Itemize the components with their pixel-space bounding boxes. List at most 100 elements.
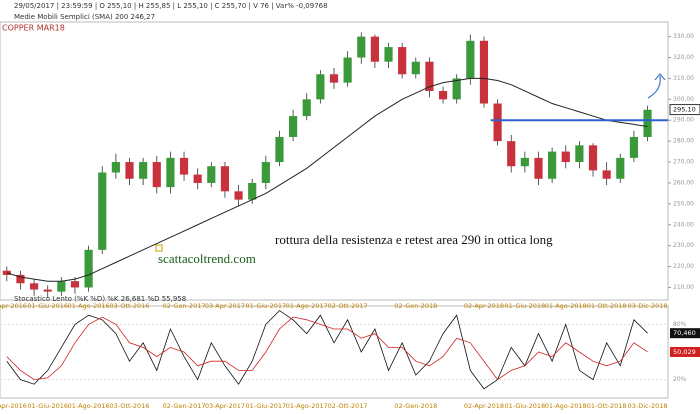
x-tick-label: 01-Apr-2016 [0,402,27,410]
candle-body [261,162,270,183]
y-tick-label: 260,00 [673,179,694,186]
x-tick-label: 01-Ago-2016 [68,302,110,310]
candle-body [179,157,189,175]
candle-body [316,74,325,100]
y-tick-label: 290,00 [673,117,694,124]
sma-line [6,77,648,282]
x-tick-label: 02-Gen-2018 [394,402,437,410]
candle-body [548,151,557,179]
stoch-legend: Stocastico Lento (%K %D) %K 26,681 %D 55… [14,295,186,303]
candle-body [16,274,25,284]
stoch-frame [0,305,669,399]
candle-body [139,162,148,179]
header: 29/05/2017 | 23:59:59 | O 255,10 | H 255… [14,2,328,10]
candle-body [616,157,625,179]
candle-body [111,162,120,173]
x-tick-label: 01-Ago-2017 [286,402,328,410]
x-tick-label: 02-Gen-2017 [163,302,206,310]
stoch-last-label: 50,029 [673,348,696,356]
price-label: 295,10 [673,106,696,114]
stoch-line [6,310,648,390]
price-frame [0,21,669,301]
candle-body [466,40,475,79]
x-tick-label: 01-Ago-2018 [545,302,587,310]
x-tick-label: 03-Apr-2017 [205,302,245,310]
chart-title: COPPER MAR18 [2,24,65,33]
stoch-last-box [670,328,700,339]
x-tick-label: 01-Giu-2018 [504,402,545,410]
x-tick-label: 01-Giu-2017 [245,302,286,310]
candle-body [302,99,311,117]
x-tick-label: 01-Giu-2018 [504,302,545,310]
x-tick-label: 02-Ott-2017 [328,402,368,410]
y-tick-label: 250,00 [673,200,694,207]
candle-body [152,162,161,188]
x-tick-label: 02-Gen-2017 [163,402,206,410]
candle-body [43,289,52,292]
candle-body [398,47,407,75]
x-tick-label: 01-Giu-2016 [27,302,68,310]
candle-body [602,170,611,179]
candle-body [329,74,339,83]
candle-body [57,281,66,292]
candle-body [343,57,352,83]
annotation: rottura della resistenza e retest area 2… [275,232,553,247]
y-tick-label: 330,00 [673,33,694,40]
candle-body [248,182,257,200]
x-tick-label: 03-Ott-2016 [110,402,150,410]
x-tick-label: 02-Ott-2017 [328,302,368,310]
y-tick-label: 270,00 [673,159,694,166]
x-tick-label: 01-Ago-2016 [68,402,110,410]
watermark: scattacoltrend.com [158,251,256,266]
candle-body [438,90,448,100]
x-tick-label: 03-Dic-2018 [628,302,668,310]
candle-body [125,162,134,179]
x-tick-label: 01-Giu-2016 [27,402,68,410]
candle-body [411,61,420,75]
candle-body [98,172,107,250]
y-tick-label: 230,00 [673,242,694,249]
candle-body [534,157,543,179]
x-tick-label: 02-Apr-2018 [464,302,504,310]
x-tick-label: 01-Giu-2017 [245,402,286,410]
candle-body [493,103,502,142]
candle-body [507,141,516,167]
x-tick-label: 01-Ago-2017 [286,302,328,310]
x-tick-label: 01-Ago-2018 [545,402,587,410]
y-tick-label: 310,00 [673,75,694,82]
candle-body [275,136,284,163]
y-tick-label: 220,00 [673,263,694,270]
candle-body [629,136,639,158]
x-tick-label: 02-Gen-2018 [394,302,437,310]
candle-body [370,36,379,62]
candle-body [166,157,175,188]
stoch-last-label: 70,460 [673,329,696,337]
y-tick-label: 80% [673,321,687,328]
x-tick-label: 01-Apr-2016 [0,302,27,310]
candle-body [84,249,93,288]
candle-body [425,61,434,91]
stoch-last-box [670,346,700,357]
y-tick-label: 320,00 [673,54,694,61]
price-box [669,104,700,116]
arrow [647,72,666,99]
x-tick-label: 03-Apr-2017 [205,402,245,410]
y-tick-label: 240,00 [673,221,694,228]
candle-body [289,116,298,137]
x-tick-label: 01-Ott-2018 [587,402,627,410]
candle-body [452,78,461,100]
candle-body [479,40,489,104]
candle-body [588,145,598,171]
candle-body [561,151,570,163]
y-tick-label: 210,00 [673,284,694,291]
x-tick-label: 02-Apr-2018 [464,402,504,410]
candle-body [70,281,80,288]
candle-body [384,47,393,62]
sma-legend: Medie Mobili Semplici (SMA) 200 246,27 [14,13,155,21]
x-tick-label: 01-Ott-2018 [587,302,627,310]
candle-body [207,166,216,183]
candle-body [643,109,652,137]
candle-body [357,36,366,58]
candle-body [520,157,529,167]
